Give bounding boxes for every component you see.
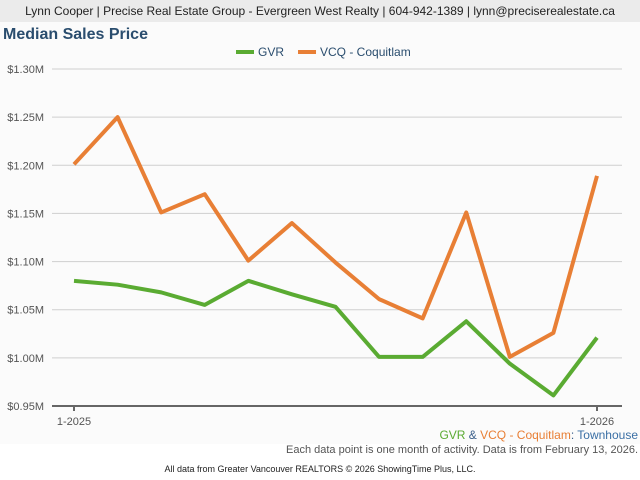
chart-title: Median Sales Price	[3, 26, 148, 43]
data-note: Each data point is one month of activity…	[286, 444, 638, 456]
legend-swatch	[236, 50, 254, 54]
legend-label: VCQ - Coquitlam	[320, 45, 411, 59]
chart-subtitle: GVR & VCQ - Coquitlam: Townhouse	[439, 428, 638, 442]
credit: All data from Greater Vancouver REALTORS…	[164, 464, 476, 474]
y-tick-label: $1.25M	[7, 112, 44, 124]
x-tick-label: 1-2026	[580, 416, 614, 428]
y-tick-label: $0.95M	[7, 401, 44, 413]
series-line-gvr	[73, 278, 599, 398]
x-tick-label: 1-2025	[57, 416, 91, 428]
y-tick-label: $1.20M	[7, 160, 44, 172]
y-tick-label: $1.15M	[7, 208, 44, 220]
y-tick-label: $1.30M	[7, 64, 44, 76]
y-tick-label: $1.05M	[7, 305, 44, 317]
subtitle-vcq: VCQ - Coquitlam	[480, 428, 571, 442]
chart-panel	[0, 22, 640, 444]
legend-swatch	[298, 50, 317, 54]
agent-header: Lynn Cooper | Precise Real Estate Group …	[0, 0, 640, 22]
subtitle-type: Townhouse	[577, 428, 638, 442]
subtitle-colon: :	[570, 428, 578, 442]
y-tick-label: $1.10M	[7, 257, 44, 269]
y-tick-label: $1.00M	[7, 353, 44, 365]
series-line-vcq-coquitlam	[72, 115, 599, 359]
subtitle-amp: &	[465, 428, 481, 442]
subtitle-gvr: GVR	[439, 428, 466, 442]
legend-label: GVR	[258, 45, 284, 59]
